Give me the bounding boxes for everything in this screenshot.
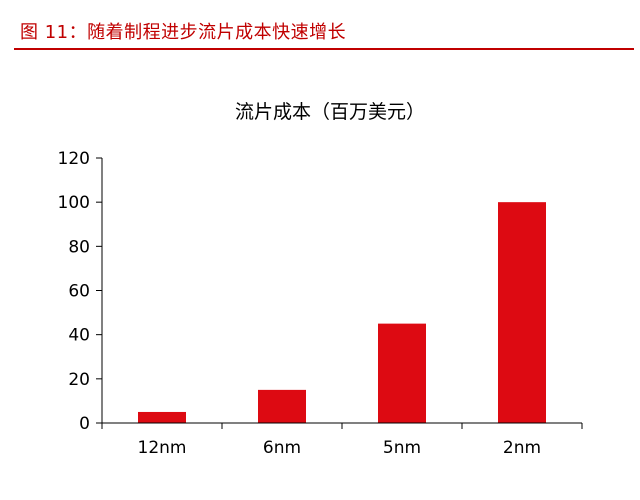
y-tick-label: 20 <box>68 370 90 390</box>
bars-group <box>138 202 546 423</box>
x-axis: 12nm 6nm 5nm 2nm <box>101 422 583 458</box>
bar-6nm <box>258 389 306 423</box>
x-tick-label: 12nm <box>138 438 187 458</box>
bar-12nm <box>138 411 186 423</box>
bar-5nm <box>378 323 426 423</box>
x-tick-label: 2nm <box>503 438 541 458</box>
y-tick-label: 60 <box>68 282 90 302</box>
figure-caption: 图 11：随着制程进步流片成本快速增长 <box>20 22 347 43</box>
bar-2nm <box>498 202 546 423</box>
y-axis: 0 20 40 60 80 100 120 <box>58 149 103 434</box>
y-tick-label: 40 <box>68 326 90 346</box>
y-tick-label: 80 <box>68 237 90 257</box>
y-tick-label: 120 <box>58 149 90 169</box>
chart-title: 流片成本（百万美元） <box>235 101 425 123</box>
x-tick-label: 6nm <box>263 438 301 458</box>
y-tick-label: 100 <box>58 193 90 213</box>
y-tick-label: 0 <box>79 414 90 434</box>
caption-divider <box>14 48 634 50</box>
x-tick-label: 5nm <box>383 438 421 458</box>
